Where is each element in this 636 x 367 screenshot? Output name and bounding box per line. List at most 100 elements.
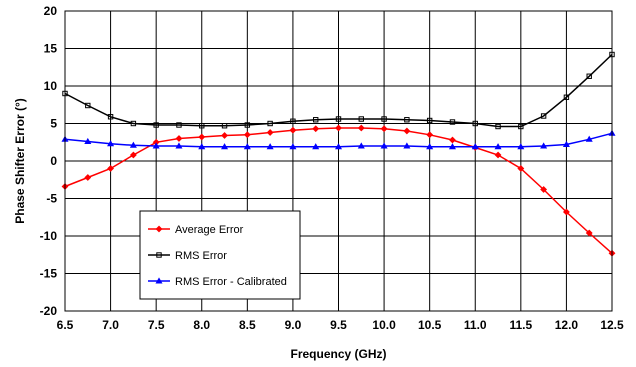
legend-swatch-marker [156, 252, 162, 258]
data-point [471, 143, 479, 150]
data-point [494, 143, 502, 150]
data-point [586, 73, 592, 79]
data-point [312, 125, 320, 133]
tick-labels: 6.5 7.0 7.5 8.0 8.5 9.0 9.5 10.0 10.5 11.0 11.5 12.… [40, 4, 624, 332]
data-point [562, 140, 570, 147]
x-tick-label: 10.0 [372, 318, 396, 332]
data-point [449, 136, 456, 144]
data-point [313, 117, 319, 123]
data-point [243, 131, 251, 139]
x-tick-label: 12.5 [600, 318, 624, 332]
data-point [290, 118, 296, 124]
data-point [517, 165, 525, 172]
data-point [221, 132, 228, 139]
data-point [107, 165, 115, 172]
data-point [357, 124, 365, 132]
x-tick-label: 7.5 [148, 318, 165, 332]
data-point [403, 127, 411, 135]
x-tick-label: 11.5 [509, 318, 532, 332]
legend-swatch-marker [155, 225, 163, 233]
x-tick-label: 12.0 [555, 318, 579, 332]
data-point [381, 116, 387, 122]
data-point [176, 122, 182, 128]
plot-area [64, 10, 613, 312]
y-tick-label: -20 [40, 304, 58, 318]
data-point [426, 117, 433, 124]
data-point [152, 142, 160, 149]
data-point [129, 151, 137, 159]
x-tick-label: 10.5 [418, 318, 442, 332]
x-tick-label: 9.0 [285, 318, 302, 332]
data-point [380, 142, 388, 149]
data-point [449, 119, 456, 125]
data-point [267, 120, 273, 127]
data-point [426, 131, 434, 139]
data-point [448, 143, 456, 150]
legend-item: Average Error [148, 224, 244, 236]
data-point [403, 142, 411, 149]
data-point [129, 141, 137, 148]
data-point [426, 143, 434, 150]
data-point [563, 94, 570, 100]
y-tick-label: 0 [50, 154, 57, 168]
data-point [585, 135, 593, 142]
data-point [380, 125, 388, 133]
y-axis-title: Phase Shifter Error (°) [13, 98, 27, 224]
series-line [64, 53, 613, 128]
y-tick-label: -5 [46, 192, 57, 206]
legend-swatch-marker [155, 277, 163, 284]
data-point [243, 143, 251, 150]
data-point [175, 142, 183, 149]
data-point [540, 142, 548, 149]
data-point [221, 123, 228, 129]
legend-item: RMS Error - Calibrated [148, 276, 287, 288]
data-point [289, 143, 297, 150]
data-point [85, 102, 91, 109]
data-point [518, 123, 524, 130]
legend-label: Average Error [175, 224, 244, 236]
y-tick-label: -10 [40, 229, 58, 243]
legend-item: RMS Error [148, 250, 227, 262]
data-point [312, 143, 320, 150]
data-point [494, 151, 502, 159]
data-point [335, 124, 342, 132]
data-point [562, 208, 570, 216]
x-tick-label: 6.5 [57, 318, 74, 332]
data-point [357, 142, 365, 149]
x-axis-title: Frequency (GHz) [290, 347, 386, 361]
data-point [244, 122, 251, 128]
data-point [358, 116, 364, 122]
x-tick-label: 8.0 [193, 318, 210, 332]
series-2 [61, 129, 616, 150]
y-tick-label: 5 [50, 117, 57, 131]
data-point [153, 122, 159, 128]
x-tick-label: 7.0 [102, 318, 119, 332]
data-point [84, 174, 92, 181]
series-layer [61, 51, 616, 257]
data-point [335, 116, 342, 122]
data-point [404, 117, 410, 123]
data-point [266, 129, 274, 136]
y-tick-label: 15 [44, 42, 58, 56]
data-point [517, 143, 525, 150]
data-point [540, 113, 547, 119]
y-tick-label: 20 [44, 4, 58, 18]
x-tick-label: 9.5 [330, 318, 347, 332]
data-point [175, 135, 183, 142]
x-tick-label: 11.0 [464, 318, 487, 332]
data-point [198, 143, 206, 150]
x-tick-label: 8.5 [239, 318, 256, 332]
data-point [585, 229, 593, 237]
data-point [266, 143, 274, 150]
data-point [540, 186, 548, 193]
data-point [199, 123, 205, 129]
y-tick-label: -15 [40, 267, 58, 281]
data-point [472, 120, 478, 127]
data-point [495, 123, 501, 130]
data-point [84, 137, 92, 144]
legend-label: RMS Error - Calibrated [175, 276, 287, 288]
data-point [107, 140, 115, 147]
data-point [130, 120, 137, 127]
data-point [289, 126, 297, 134]
